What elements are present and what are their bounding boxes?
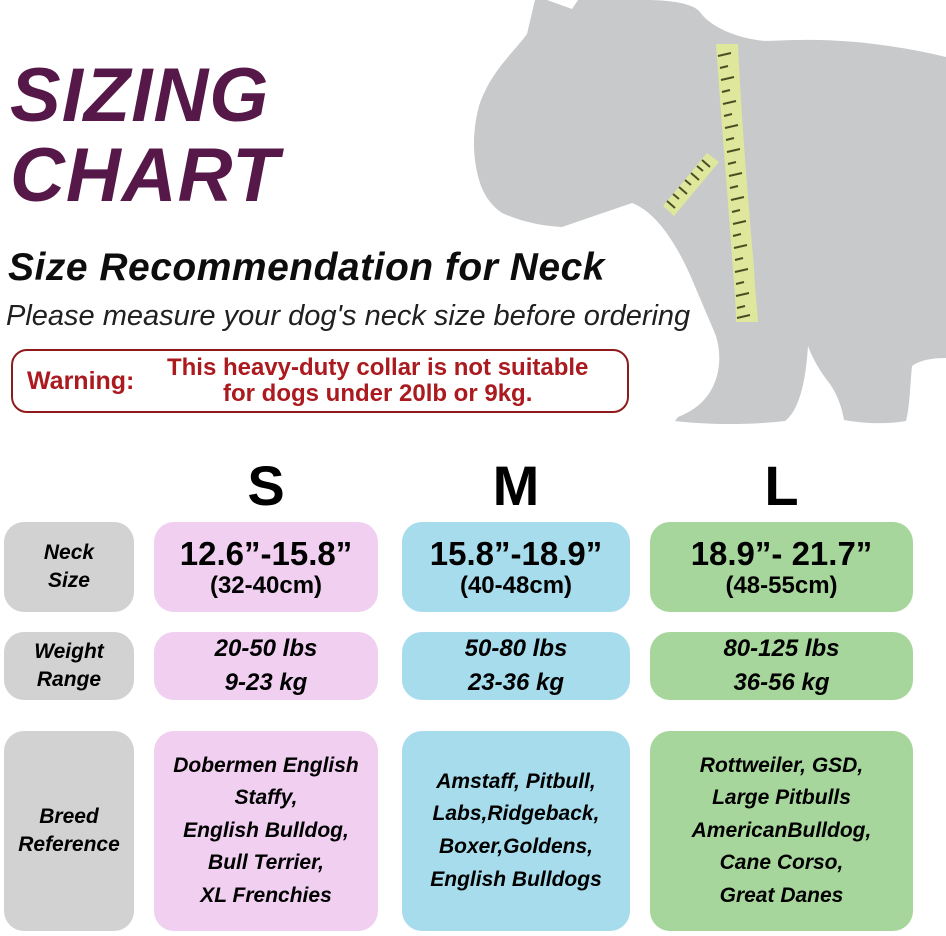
- neck-size-cm-s: (32-40cm): [209, 571, 323, 599]
- measure-note: Please measure your dog's neck size befo…: [6, 300, 691, 332]
- title-line-2: CHART: [10, 132, 280, 218]
- neck-size-inches-m: 15.8”-18.9”: [429, 535, 603, 573]
- weight-cell-m: 50-80 lbs 23-36 kg: [402, 632, 630, 700]
- size-column-header-s: S: [247, 454, 285, 517]
- row-label-neck-size: Neck Size: [4, 522, 134, 612]
- neck-size-inches-l: 18.9”- 21.7”: [690, 535, 873, 573]
- neck-size-cm-m: (40-48cm): [459, 571, 573, 599]
- title-line-1: SIZING: [10, 53, 270, 138]
- weight-cell-l: 80-125 lbs 36-56 kg: [650, 632, 913, 700]
- size-column-header-m: M: [492, 454, 540, 517]
- page-title: SIZING CHART: [10, 56, 280, 216]
- breed-cell-l: Rottweiler, GSD, Large Pitbulls American…: [650, 731, 913, 931]
- breed-cell-m: Amstaff, Pitbull, Labs,Ridgeback, Boxer,…: [402, 731, 630, 931]
- neck-size-inches-s: 12.6”-15.8”: [179, 535, 353, 573]
- measuring-tape-vertical: [716, 44, 758, 322]
- tape-tick-marks-vertical: [717, 52, 751, 319]
- measuring-tape-diagonal: [663, 153, 719, 216]
- weight-cell-s: 20-50 lbs 9-23 kg: [154, 632, 378, 700]
- neck-size-cell-m: 15.8”-18.9” (40-48cm): [402, 522, 630, 612]
- subtitle: Size Recommendation for Neck: [8, 246, 605, 289]
- neck-size-cell-l: 18.9”- 21.7” (48-55cm): [650, 522, 913, 612]
- size-column-header-l: L: [764, 454, 799, 517]
- neck-size-cell-s: 12.6”-15.8” (32-40cm): [154, 522, 378, 612]
- row-label-breed-reference: Breed Reference: [4, 731, 134, 931]
- row-label-weight-range: Weight Range: [4, 632, 134, 700]
- neck-size-cm-l: (48-55cm): [725, 571, 838, 599]
- tape-tick-marks-diagonal: [666, 159, 711, 209]
- warning-text: This heavy-duty collar is not suitable f…: [166, 353, 589, 407]
- warning-box: Warning: This heavy-duty collar is not s…: [11, 349, 629, 413]
- breed-cell-s: Dobermen English Staffy, English Bulldog…: [154, 731, 378, 931]
- warning-label: Warning:: [27, 366, 135, 395]
